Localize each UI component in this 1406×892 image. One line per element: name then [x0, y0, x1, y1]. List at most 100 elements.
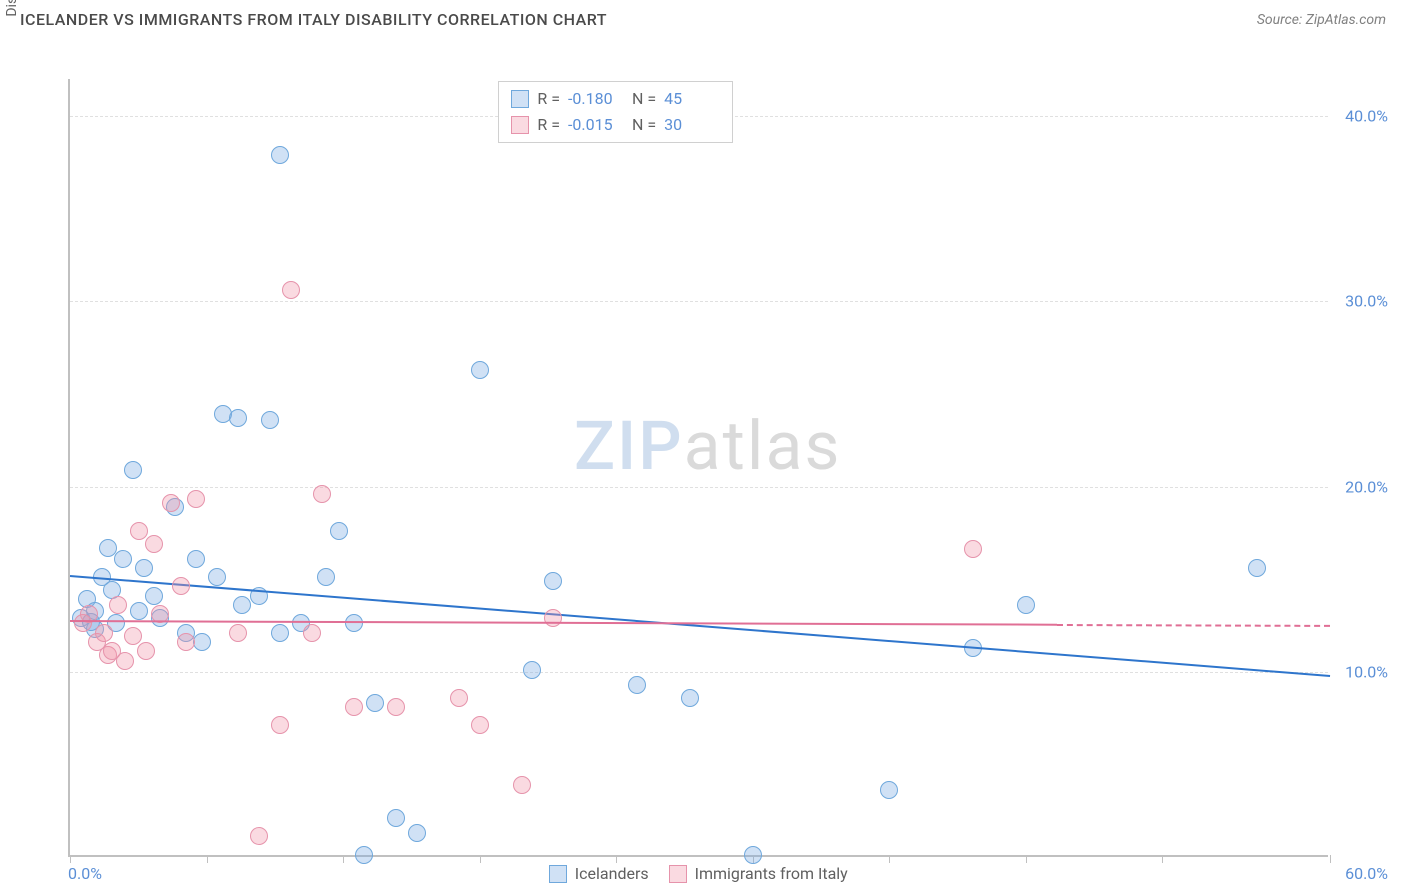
- chart-header: ICELANDER VS IMMIGRANTS FROM ITALY DISAB…: [0, 0, 1406, 37]
- gridline: [70, 487, 1328, 488]
- scatter-point: [172, 577, 190, 595]
- stats-legend-box: R = -0.180 N = 45 R = -0.015 N = 30: [498, 81, 733, 143]
- stat-r-value: -0.015: [568, 112, 624, 138]
- legend-swatch: [549, 865, 567, 883]
- y-axis-label: Disability: [4, 0, 20, 17]
- x-tick-label: 60.0%: [1345, 864, 1388, 883]
- scatter-point: [233, 596, 251, 614]
- scatter-point: [116, 652, 134, 670]
- scatter-point: [366, 694, 384, 712]
- scatter-point: [523, 661, 541, 679]
- y-tick-label: 10.0%: [1345, 662, 1388, 681]
- trend-line: [1057, 624, 1330, 627]
- legend-label: Icelanders: [575, 864, 649, 883]
- stats-row: R = -0.015 N = 30: [511, 112, 720, 138]
- scatter-point: [130, 522, 148, 540]
- legend-swatch: [669, 865, 687, 883]
- scatter-point: [355, 846, 373, 864]
- y-tick-label: 40.0%: [1345, 107, 1388, 126]
- x-tick: [616, 855, 617, 863]
- scatter-point: [124, 461, 142, 479]
- scatter-point: [544, 572, 562, 590]
- legend-swatch: [511, 116, 529, 134]
- scatter-point: [145, 587, 163, 605]
- scatter-point: [187, 550, 205, 568]
- series-legend: Icelanders Immigrants from Italy: [549, 864, 848, 883]
- scatter-point: [271, 146, 289, 164]
- scatter-point: [187, 490, 205, 508]
- stat-n-label: N =: [632, 86, 656, 112]
- scatter-point: [177, 633, 195, 651]
- scatter-point: [1017, 596, 1035, 614]
- y-tick-label: 30.0%: [1345, 292, 1388, 311]
- legend-label: Immigrants from Italy: [695, 864, 848, 883]
- x-tick: [1026, 855, 1027, 863]
- scatter-point: [317, 568, 335, 586]
- scatter-point: [261, 411, 279, 429]
- scatter-point: [271, 624, 289, 642]
- scatter-point: [162, 494, 180, 512]
- x-tick: [1330, 855, 1331, 863]
- scatter-point: [345, 614, 363, 632]
- legend-swatch: [511, 90, 529, 108]
- stat-n-label: N =: [632, 112, 656, 138]
- scatter-point: [345, 698, 363, 716]
- legend-item: Immigrants from Italy: [669, 864, 848, 883]
- stat-r-label: R =: [537, 112, 560, 138]
- scatter-point: [964, 540, 982, 558]
- scatter-point: [880, 781, 898, 799]
- scatter-point: [387, 698, 405, 716]
- scatter-point: [95, 624, 113, 642]
- scatter-point: [313, 485, 331, 503]
- watermark-zip: ZIP: [574, 406, 684, 486]
- scatter-point: [145, 535, 163, 553]
- x-tick: [889, 855, 890, 863]
- gridline: [70, 301, 1328, 302]
- x-tick: [207, 855, 208, 863]
- chart-title: ICELANDER VS IMMIGRANTS FROM ITALY DISAB…: [20, 10, 607, 29]
- scatter-point: [229, 624, 247, 642]
- scatter-point: [271, 716, 289, 734]
- stat-r-value: -0.180: [568, 86, 624, 112]
- scatter-point: [513, 776, 531, 794]
- scatter-point: [387, 809, 405, 827]
- scatter-point: [471, 361, 489, 379]
- x-tick: [1162, 855, 1163, 863]
- x-tick: [480, 855, 481, 863]
- legend-item: Icelanders: [549, 864, 649, 883]
- scatter-point: [109, 596, 127, 614]
- scatter-point: [229, 409, 247, 427]
- scatter-point: [303, 624, 321, 642]
- scatter-point: [681, 689, 699, 707]
- scatter-point: [330, 522, 348, 540]
- scatter-point: [114, 550, 132, 568]
- stats-row: R = -0.180 N = 45: [511, 86, 720, 112]
- trend-line: [70, 620, 1057, 626]
- scatter-point: [135, 559, 153, 577]
- y-tick-label: 20.0%: [1345, 477, 1388, 496]
- stat-n-value: 45: [664, 86, 720, 112]
- scatter-point: [544, 609, 562, 627]
- scatter-point: [208, 568, 226, 586]
- scatter-point: [137, 642, 155, 660]
- scatter-point: [282, 281, 300, 299]
- scatter-plot: ZIPatlas 10.0%20.0%30.0%40.0%0.0%60.0%R …: [68, 79, 1328, 857]
- scatter-point: [471, 716, 489, 734]
- chart-source: Source: ZipAtlas.com: [1257, 12, 1386, 28]
- gridline: [70, 672, 1328, 673]
- scatter-point: [744, 846, 762, 864]
- scatter-point: [628, 676, 646, 694]
- trend-line: [70, 575, 1330, 677]
- scatter-point: [450, 689, 468, 707]
- stat-n-value: 30: [664, 112, 720, 138]
- scatter-point: [193, 633, 211, 651]
- x-tick: [343, 855, 344, 863]
- scatter-point: [250, 827, 268, 845]
- x-tick: [70, 855, 71, 863]
- stat-r-label: R =: [537, 86, 560, 112]
- scatter-point: [1248, 559, 1266, 577]
- watermark: ZIPatlas: [574, 406, 842, 486]
- watermark-atlas: atlas: [684, 406, 842, 486]
- scatter-point: [130, 602, 148, 620]
- x-tick-label: 0.0%: [68, 864, 102, 883]
